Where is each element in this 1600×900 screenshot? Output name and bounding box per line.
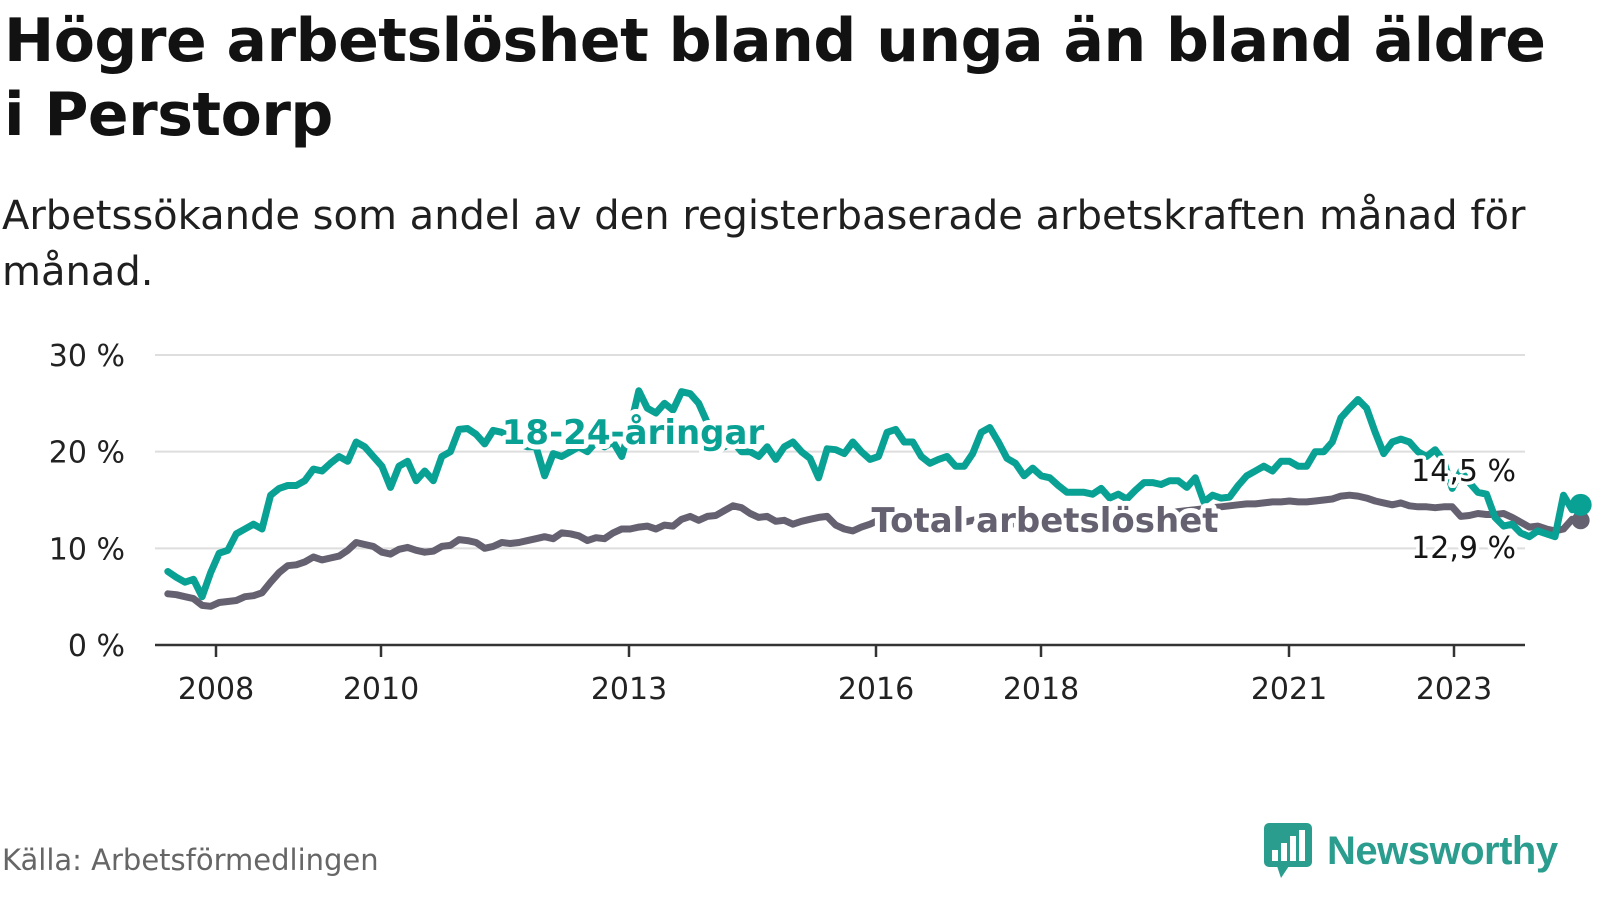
series-line: [164, 491, 1585, 610]
series-labels: 18-24-åringar Total arbetslöshet 14,5 % 12,…: [497, 408, 1520, 570]
series-label-total: Total arbetslöshet: [871, 501, 1218, 541]
value-label-total: 12,9 %: [1411, 531, 1516, 566]
x-tick-label: 2023: [1416, 672, 1492, 707]
series-label-youth: 18-24-åringar: [502, 413, 765, 453]
x-tick-label: 2010: [343, 672, 419, 707]
brand-name: Newsworthy: [1327, 828, 1558, 873]
y-tick-label: 10 %: [49, 532, 125, 567]
chart-subtitle: Arbetssökande som andel av den registerb…: [2, 193, 1526, 295]
x-tick-label: 2018: [1003, 672, 1079, 707]
x-tick-label: 2021: [1251, 672, 1327, 707]
newsworthy-logo-icon: [1264, 823, 1312, 878]
x-axis: 2008 2010 2013 2016 2018 2021 2023: [155, 643, 1525, 707]
series-end-dot: [1569, 493, 1592, 516]
y-axis: 0 % 10 % 20 % 30 %: [49, 339, 125, 664]
y-tick-label: 30 %: [49, 339, 125, 374]
chart-title: Högre arbetslöshet bland unga än bland ä…: [4, 6, 1546, 150]
x-tick-label: 2008: [178, 672, 254, 707]
x-tick-label: 2013: [591, 672, 667, 707]
source-note: Källa: Arbetsförmedlingen: [2, 843, 379, 877]
y-tick-label: 20 %: [49, 436, 125, 471]
value-label-youth: 14,5 %: [1411, 454, 1516, 489]
series-lines: [164, 387, 1592, 610]
series-end-dot: [1571, 511, 1590, 530]
brand-logo: Newsworthy: [1263, 823, 1558, 879]
line-chart: 2008 2010 2013 2016 2018 2021 2023 0 % 10 % 20 %…: [49, 339, 1592, 707]
x-tick-label: 2016: [838, 672, 914, 707]
y-tick-label: 0 %: [68, 629, 125, 664]
series-line: [164, 387, 1585, 601]
